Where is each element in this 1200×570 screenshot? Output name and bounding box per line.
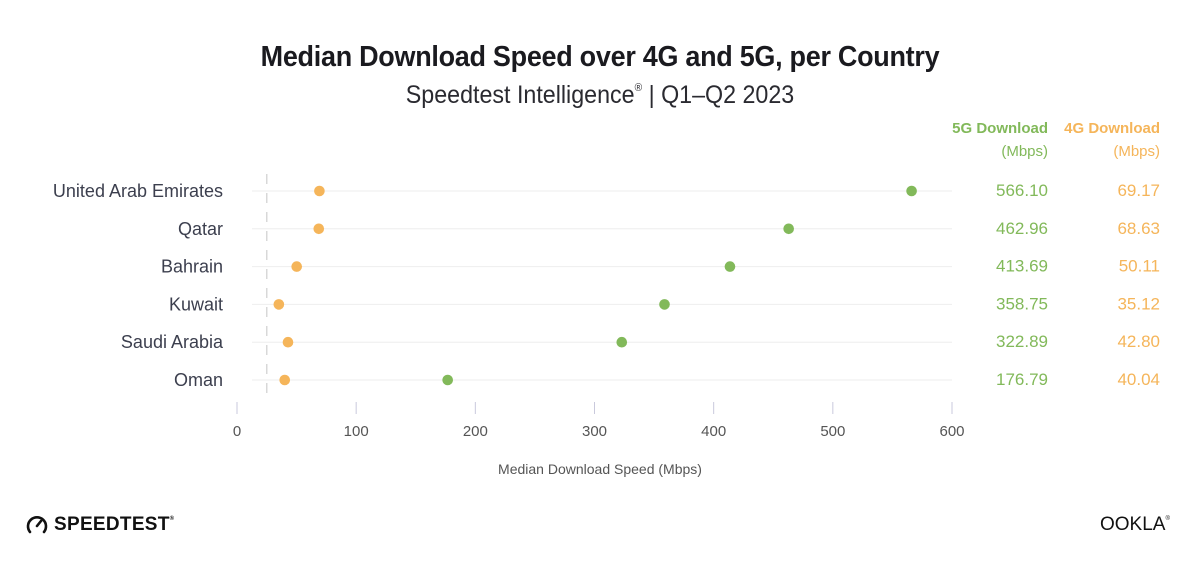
point-4g <box>279 374 291 386</box>
subtitle-source: Speedtest Intelligence <box>405 81 635 109</box>
category-label: Kuwait <box>169 294 223 314</box>
chart-title: Median Download Speed over 4G and 5G, pe… <box>260 41 940 73</box>
x-tick-label: 600 <box>939 423 964 440</box>
category-label: United Arab Emirates <box>53 181 223 201</box>
point-5g <box>724 261 736 272</box>
value-4g: 68.63 <box>1117 219 1160 238</box>
category-label: Oman <box>174 370 223 390</box>
point-5g <box>442 374 453 386</box>
gridlines <box>252 190 952 381</box>
value-5g: 176.79 <box>996 370 1048 389</box>
point-4g <box>282 336 294 348</box>
value-5g: 413.69 <box>996 257 1048 276</box>
col-head-4g: 4G Download <box>1064 120 1160 137</box>
point-5g <box>783 223 794 235</box>
x-tick-label: 400 <box>701 423 726 440</box>
ookla-wordmark: OOKLA <box>1100 514 1166 535</box>
point-5g <box>659 299 670 310</box>
point-4g <box>291 261 303 272</box>
point-5g <box>616 336 628 348</box>
ookla-reg: ® <box>1165 516 1170 522</box>
x-tick-label: 200 <box>463 423 488 440</box>
col-unit-5g: (Mbps) <box>1001 143 1048 160</box>
registered-mark: ® <box>634 82 643 94</box>
col-head-5g: 5G Download <box>952 120 1048 137</box>
value-5g: 462.96 <box>996 219 1048 238</box>
value-4g: 50.11 <box>1119 257 1160 276</box>
value-4g: 42.80 <box>1117 332 1160 351</box>
category-label: Qatar <box>178 219 223 239</box>
point-4g <box>313 223 325 235</box>
category-labels: United Arab Emirates Qatar Bahrain Kuwait Sa… <box>53 181 224 390</box>
chart-subtitle: Speedtest Intelligence® | Q1–Q2 2023 <box>42 81 1158 110</box>
value-4g: 69.17 <box>1117 181 1160 200</box>
data-points <box>273 185 917 386</box>
speedtest-reg: ® <box>169 516 175 522</box>
x-tick-label: 500 <box>820 423 845 440</box>
point-4g <box>273 299 285 310</box>
speedtest-logo: SPEEDTEST® <box>26 514 174 536</box>
x-tick-label: 0 <box>233 423 241 440</box>
point-5g <box>906 185 917 197</box>
ookla-logo: OOKLA® <box>1100 514 1170 536</box>
category-label: Bahrain <box>161 257 223 277</box>
category-label: Saudi Arabia <box>121 332 224 352</box>
value-5g: 322.89 <box>996 332 1048 351</box>
gauge-icon <box>26 516 48 534</box>
x-tick-label: 300 <box>582 423 607 440</box>
value-5g: 566.10 <box>996 181 1048 200</box>
x-tick-label: 100 <box>344 423 369 440</box>
x-axis-title: Median Download Speed (Mbps) <box>498 461 702 477</box>
value-columns: 5G Download (Mbps) 4G Download (Mbps) 56… <box>952 120 1160 389</box>
value-4g: 40.04 <box>1117 370 1160 389</box>
x-axis: 0 100 200 300 400 500 600 <box>233 402 965 440</box>
value-4g: 35.12 <box>1117 294 1160 313</box>
value-5g: 358.75 <box>996 294 1048 313</box>
point-4g <box>314 185 325 197</box>
speedtest-wordmark: SPEEDTEST <box>54 514 170 535</box>
subtitle-period: | Q1–Q2 2023 <box>642 81 795 109</box>
col-unit-4g: (Mbps) <box>1113 143 1160 160</box>
